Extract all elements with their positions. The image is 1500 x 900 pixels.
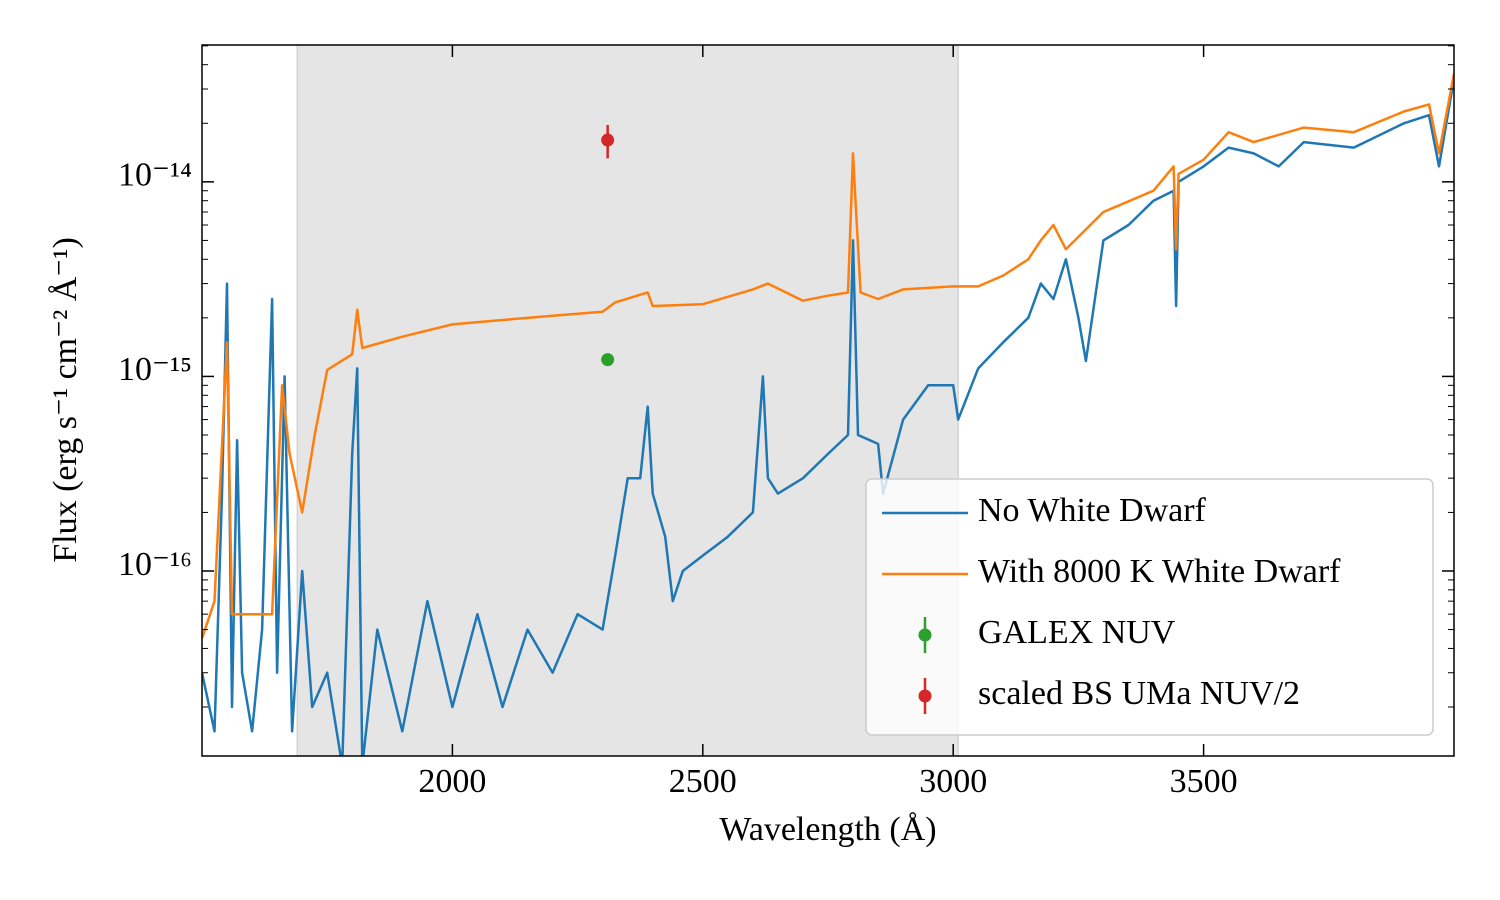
data-point (601, 133, 615, 147)
plot-area (202, 73, 1454, 756)
spectrum-line (202, 78, 1454, 756)
y-tick-label: 10⁻¹⁴ (118, 157, 192, 194)
legend-label: With 8000 K White Dwarf (978, 553, 1341, 590)
y-axis-label: Flux (erg s⁻¹ cm⁻² Å⁻¹) (47, 237, 84, 563)
data-point (601, 353, 615, 367)
x-tick-label: 2500 (669, 763, 737, 800)
y-tick-label: 10⁻¹⁵ (118, 351, 192, 388)
legend-box (865, 478, 1434, 736)
legend-swatch (918, 689, 932, 703)
legend-label: No White Dwarf (978, 492, 1207, 529)
x-tick-label: 2000 (418, 763, 486, 800)
legend-label: GALEX NUV (978, 614, 1176, 651)
legend-label: scaled BS UMa NUV/2 (978, 675, 1300, 712)
legend-swatch (918, 628, 932, 642)
x-tick-label: 3500 (1170, 763, 1238, 800)
x-axis-label: Wavelength (Å) (719, 811, 936, 848)
legend: No White Dwarf With 8000 K White Dwarf GAL… (865, 478, 1434, 736)
axes-frame (201, 44, 1455, 757)
spectrum-line (202, 73, 1454, 639)
x-tick-label: 3000 (919, 763, 987, 800)
shaded-region (296, 44, 959, 757)
y-tick-label: 10⁻¹⁶ (118, 546, 192, 583)
